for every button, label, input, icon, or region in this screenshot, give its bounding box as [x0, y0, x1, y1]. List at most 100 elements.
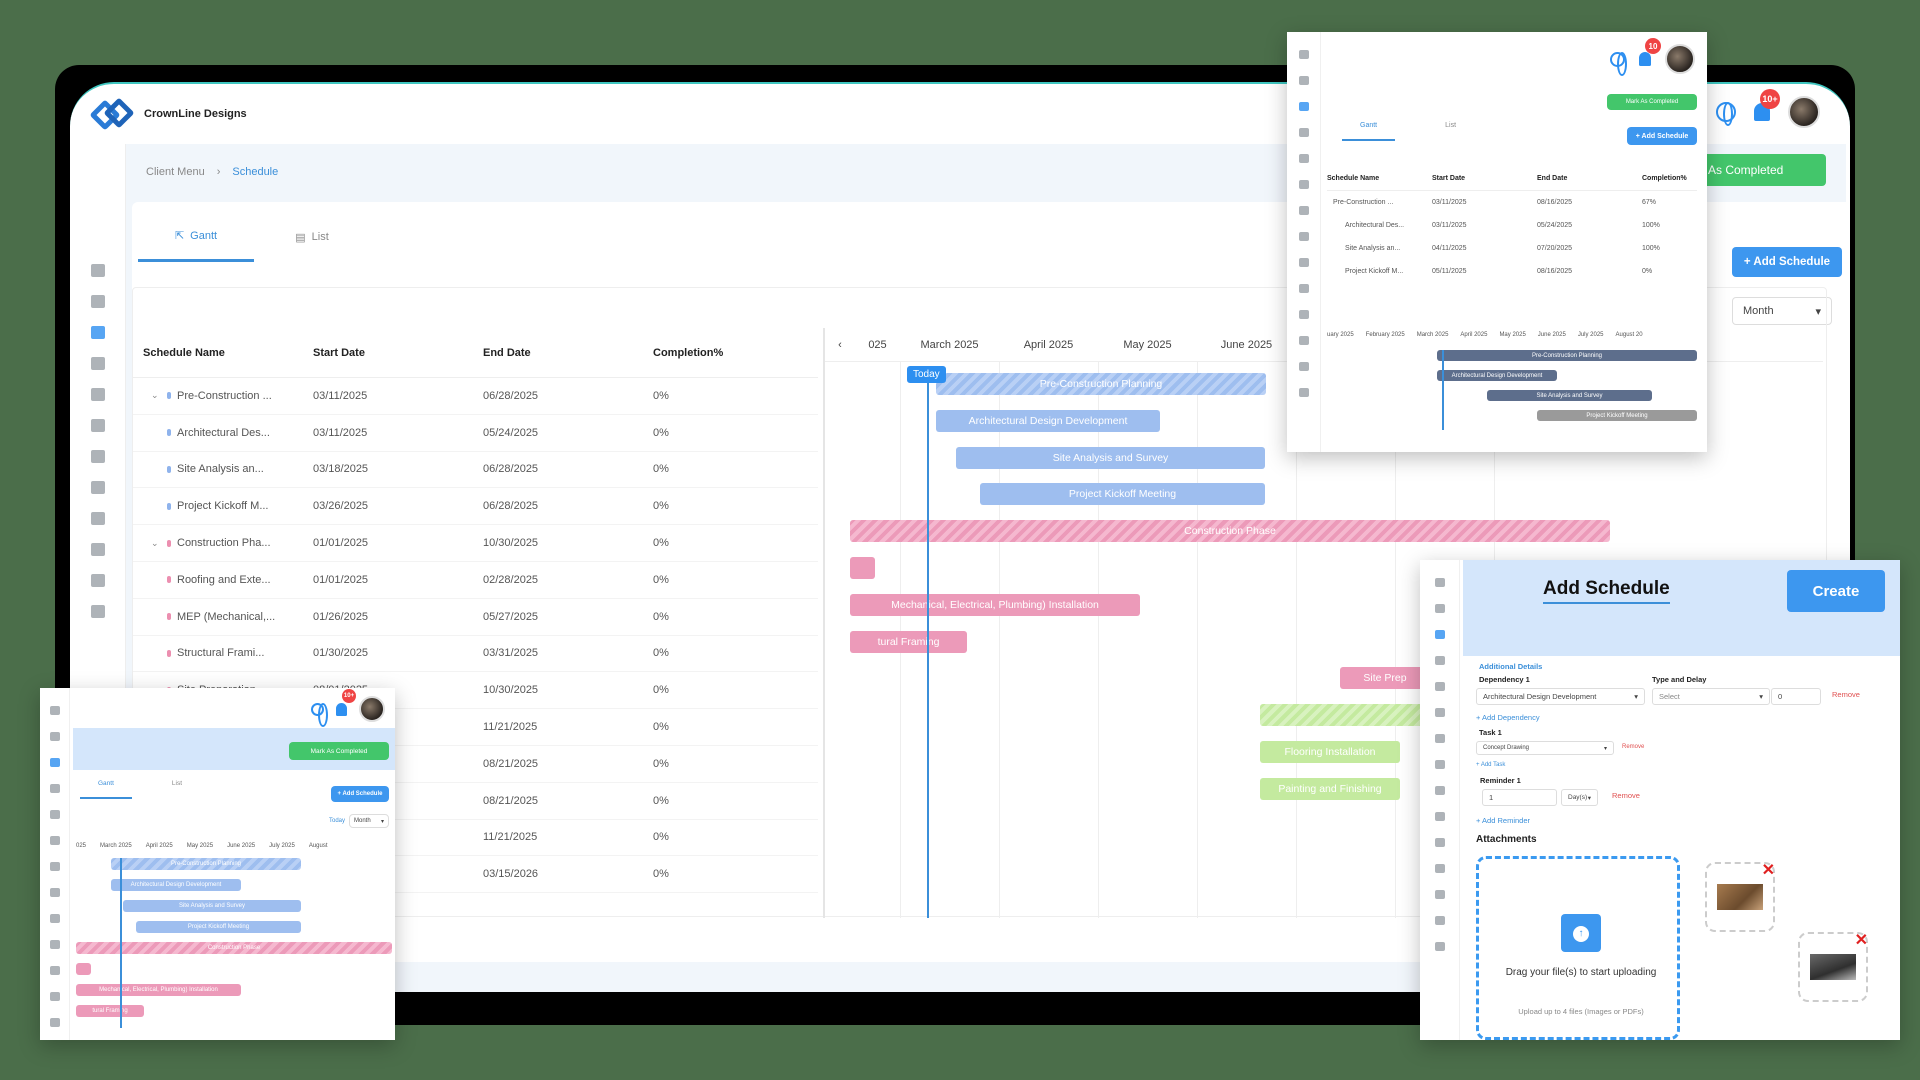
gantt-bar[interactable]: Architectural Design Development: [111, 879, 241, 891]
gantt-bar[interactable]: Painting and Finishing: [1260, 777, 1400, 800]
gantt-bar[interactable]: Architectural Design Development: [936, 409, 1160, 432]
table-row[interactable]: Roofing and Exte... 01/01/2025 02/28/2025 0…: [133, 562, 818, 599]
table-row[interactable]: MEP (Mechanical,... 01/26/2025 05/27/2025 0…: [133, 599, 818, 636]
table-row[interactable]: ⌄ Construction Pha... 01/01/2025 10/30/2025…: [133, 525, 818, 562]
reminder-input[interactable]: 1: [1482, 789, 1557, 806]
mark-completed-button[interactable]: Mark As Completed: [1607, 94, 1697, 110]
add-dependency-link[interactable]: + Add Dependency: [1476, 713, 1540, 722]
task-select[interactable]: Concept Drawing ▾: [1476, 741, 1614, 755]
user-icon[interactable]: [90, 388, 105, 401]
table-row[interactable]: Structural Frami... 01/30/2025 03/31/2025 0…: [133, 636, 818, 673]
table-row[interactable]: Architectural Des... 03/11/2025 05/24/20…: [1345, 222, 1660, 229]
table-row[interactable]: Architectural Des... 03/11/2025 05/24/2025…: [133, 415, 818, 452]
globe-icon[interactable]: [1716, 102, 1736, 126]
gantt-bar[interactable]: Site Analysis and Survey: [123, 900, 301, 912]
table-row[interactable]: 08/21/2025 0%: [133, 783, 818, 820]
attachment-thumb[interactable]: ✕: [1798, 932, 1868, 1002]
table-header: Schedule Name Start Date End Date Comple…: [133, 328, 818, 378]
attachment-thumb[interactable]: ✕: [1705, 862, 1775, 932]
globe-icon[interactable]: [1610, 51, 1627, 76]
gantt-bar[interactable]: Pre-Construction Planning: [1437, 350, 1697, 361]
close-icon[interactable]: ✕: [1761, 862, 1775, 879]
brand-logo[interactable]: CrownLine Designs: [88, 94, 247, 134]
chevron-down-icon[interactable]: ⌄: [151, 390, 159, 401]
table-row[interactable]: ⌄ Pre-Construction ... 03/11/2025 06/28/202…: [133, 378, 818, 415]
forms-icon[interactable]: [90, 543, 105, 556]
add-schedule-button[interactable]: + Add Schedule: [1732, 247, 1842, 277]
gantt-bar[interactable]: Pre-Construction Planning: [111, 858, 301, 870]
gantt-bar[interactable]: Project Kickoff Meeting: [1537, 410, 1697, 421]
gantt-bar[interactable]: tural Framing: [76, 1005, 144, 1017]
view-select[interactable]: Month ▾: [1732, 297, 1832, 325]
delay-input[interactable]: 0: [1771, 688, 1821, 705]
gantt-bar[interactable]: Construction Phase: [850, 520, 1610, 543]
table-row[interactable]: Project Kickoff M... 05/11/2025 08/16/20…: [1345, 268, 1653, 275]
bell-icon[interactable]: 10: [1639, 38, 1661, 66]
type-select[interactable]: Select ▾: [1652, 688, 1770, 705]
gantt-bar[interactable]: Mechanical, Electrical, Plumbing) Instal…: [850, 593, 1140, 616]
avatar[interactable]: [1788, 96, 1820, 128]
dashboard-icon[interactable]: [90, 264, 105, 277]
gantt-bar[interactable]: Project Kickoff Meeting: [136, 921, 301, 933]
add-task-link[interactable]: + Add Task: [1476, 762, 1506, 768]
table-row[interactable]: 08/21/2025 0%: [133, 746, 818, 783]
tab-list[interactable]: ▤ List: [295, 231, 329, 244]
chevron-left-icon[interactable]: ‹: [838, 338, 842, 351]
add-icon[interactable]: [90, 605, 105, 618]
remove-reminder-button[interactable]: Remove: [1612, 791, 1640, 800]
reports-icon[interactable]: [90, 357, 105, 370]
tab-gantt[interactable]: Gantt: [1342, 122, 1396, 141]
add-schedule-button[interactable]: + Add Schedule: [331, 786, 389, 802]
add-reminder-link[interactable]: + Add Reminder: [1476, 816, 1530, 825]
gantt-bar[interactable]: Site Analysis and Survey: [956, 446, 1265, 469]
view-select[interactable]: Month ▾: [349, 814, 389, 828]
bell-icon[interactable]: 10+: [336, 688, 356, 716]
gantt-bar[interactable]: [76, 963, 91, 975]
today-button[interactable]: Today: [328, 818, 345, 824]
monitor-icon[interactable]: [90, 481, 105, 494]
gantt-bar[interactable]: Mechanical, Electrical, Plumbing) Instal…: [76, 984, 241, 996]
reminder-label: Reminder 1: [1480, 776, 1521, 785]
create-button[interactable]: Create: [1787, 570, 1885, 612]
gantt-bar[interactable]: Site Prep: [1340, 667, 1430, 690]
remove-dependency-button[interactable]: Remove: [1832, 690, 1860, 699]
avatar[interactable]: [1665, 44, 1695, 74]
camera-icon[interactable]: [90, 574, 105, 587]
tab-gantt[interactable]: Gantt: [80, 780, 132, 799]
table-row[interactable]: Site Analysis an... 04/11/2025 07/20/202…: [1345, 245, 1660, 252]
avatar[interactable]: [359, 696, 385, 722]
reminder-unit-select[interactable]: Day(s) ▾: [1561, 789, 1598, 806]
gantt-bar[interactable]: Pre-Construction Planning: [936, 373, 1266, 395]
chevron-down-icon[interactable]: ⌄: [151, 537, 159, 548]
gantt-bar[interactable]: Site Analysis and Survey: [1487, 390, 1652, 401]
workflow-icon[interactable]: [90, 295, 105, 308]
calendar-icon[interactable]: [90, 419, 105, 432]
remove-task-button[interactable]: Remove: [1622, 744, 1645, 750]
team-icon[interactable]: [90, 326, 105, 339]
gantt-bar[interactable]: Architectural Design Development: [1437, 370, 1557, 381]
table-row[interactable]: Project Kickoff M... 03/26/2025 06/28/2025…: [133, 488, 818, 526]
breadcrumb-parent[interactable]: Client Menu: [146, 166, 205, 178]
tab-list[interactable]: List: [171, 780, 183, 787]
tab-gantt[interactable]: ⇱ Gantt: [138, 212, 254, 262]
gantt-bar[interactable]: Project Kickoff Meeting: [980, 483, 1265, 506]
add-schedule-button[interactable]: + Add Schedule: [1627, 127, 1697, 145]
table-row[interactable]: Pre-Construction ... 03/11/2025 08/16/20…: [1333, 199, 1657, 206]
close-icon[interactable]: ✕: [1854, 932, 1868, 949]
table-row[interactable]: 03/15/2026 0%: [133, 856, 818, 894]
table-row[interactable]: Site Analysis an... 03/18/2025 06/28/2025 0…: [133, 452, 818, 489]
bell-icon[interactable]: 10+: [1754, 89, 1780, 121]
dependency-select[interactable]: Architectural Design Development ▾: [1476, 688, 1645, 705]
mark-completed-button[interactable]: Mark As Completed: [289, 742, 389, 760]
gantt-bar[interactable]: Construction Phase: [76, 942, 392, 954]
table-row[interactable]: 11/21/2025 0%: [133, 820, 818, 857]
worker-icon[interactable]: [90, 450, 105, 463]
gantt-bar[interactable]: [850, 557, 875, 579]
gantt-bar[interactable]: tural Framing: [850, 630, 967, 653]
file-dropzone[interactable]: ↑ Drag your file(s) to start uploading U…: [1476, 856, 1680, 1040]
table-row[interactable]: 11/21/2025 0%: [133, 709, 818, 746]
gantt-bar[interactable]: Flooring Installation: [1260, 741, 1400, 763]
globe-icon[interactable]: [311, 702, 328, 727]
settings-monitor-icon[interactable]: [90, 512, 105, 525]
tab-list[interactable]: List: [1445, 122, 1457, 129]
